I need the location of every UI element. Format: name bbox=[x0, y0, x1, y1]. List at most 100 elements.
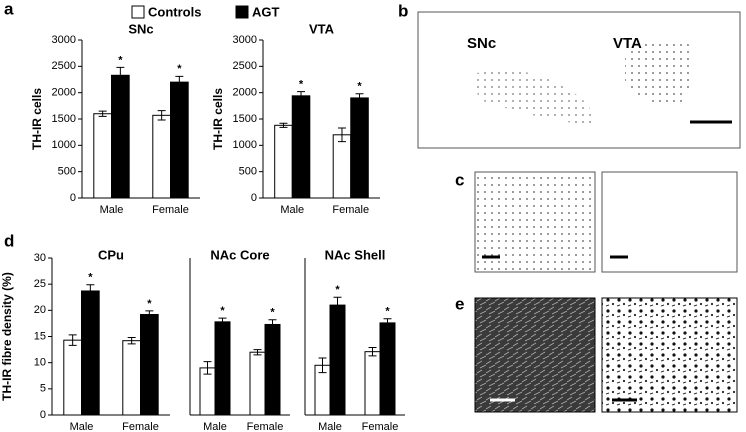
panel-label: a bbox=[4, 0, 14, 18]
significance-marker: * bbox=[270, 307, 275, 319]
legend-label: Controls bbox=[148, 4, 201, 19]
image-frame bbox=[474, 297, 596, 413]
error-bar bbox=[268, 319, 277, 330]
significance-marker: * bbox=[88, 272, 93, 284]
y-tick-label: 5 bbox=[40, 383, 46, 395]
y-tick-label: 30 bbox=[34, 252, 46, 264]
x-tick-label: Female bbox=[122, 421, 159, 432]
y-tick-label: 1500 bbox=[233, 113, 257, 125]
y-axis-label: TH-IR cells bbox=[211, 88, 225, 150]
micrographs-c bbox=[474, 171, 738, 273]
bar bbox=[140, 314, 159, 416]
legend-label: AGT bbox=[252, 4, 280, 19]
bar bbox=[199, 367, 216, 416]
significance-marker: * bbox=[385, 306, 390, 318]
chart-title: CPu bbox=[98, 247, 124, 262]
image-region bbox=[625, 39, 694, 105]
y-tick-label: 20 bbox=[34, 304, 46, 316]
y-tick-label: 25 bbox=[34, 278, 46, 290]
chart-title: NAc Core bbox=[210, 247, 269, 262]
y-tick-label: 2000 bbox=[52, 87, 76, 99]
bar bbox=[364, 351, 381, 416]
y-tick-label: 0 bbox=[70, 192, 76, 204]
image-frame bbox=[474, 171, 596, 273]
x-tick-label: Female bbox=[362, 421, 399, 432]
error-bar bbox=[318, 357, 327, 374]
x-tick-label: Male bbox=[280, 204, 304, 216]
error-bar bbox=[68, 334, 77, 346]
x-tick-label: Male bbox=[318, 421, 342, 432]
bar bbox=[111, 74, 130, 199]
bar bbox=[93, 113, 113, 199]
micrographs-e bbox=[474, 297, 738, 413]
y-tick-label: 2000 bbox=[233, 87, 257, 99]
x-tick-label: Female bbox=[247, 421, 284, 432]
micrograph-b: SNc VTA bbox=[417, 11, 741, 149]
y-tick-label: 15 bbox=[34, 330, 46, 342]
error-bar bbox=[86, 284, 95, 298]
error-bar bbox=[383, 318, 392, 328]
y-axis-label: TH-IR fibre density (%) bbox=[0, 272, 14, 401]
error-bar bbox=[175, 75, 184, 89]
bar bbox=[350, 97, 369, 199]
y-tick-label: 3000 bbox=[233, 34, 257, 46]
bar bbox=[264, 323, 281, 416]
image-label: SNc bbox=[467, 35, 496, 52]
bar bbox=[170, 81, 189, 199]
y-tick-label: 3000 bbox=[52, 34, 76, 46]
error-bar bbox=[333, 296, 342, 314]
significance-marker: * bbox=[299, 79, 304, 91]
bar bbox=[332, 134, 352, 199]
y-tick-label: 1000 bbox=[52, 139, 76, 151]
image-frame bbox=[601, 171, 738, 273]
bar bbox=[81, 290, 100, 416]
x-tick-label: Female bbox=[332, 204, 369, 216]
bar bbox=[122, 340, 142, 416]
error-bar bbox=[127, 337, 136, 345]
x-tick-label: Male bbox=[70, 421, 94, 432]
error-bar bbox=[253, 349, 262, 356]
bar bbox=[291, 95, 311, 199]
image-label: VTA bbox=[613, 35, 642, 52]
significance-marker: * bbox=[220, 305, 225, 317]
bar bbox=[249, 351, 266, 416]
bar bbox=[274, 124, 293, 199]
error-bar bbox=[337, 127, 346, 143]
x-tick-label: Male bbox=[100, 204, 124, 216]
bar bbox=[214, 321, 231, 416]
error-bar bbox=[116, 66, 125, 84]
legend-swatch bbox=[235, 5, 249, 19]
legend: Controls AGT bbox=[131, 4, 280, 19]
chart-title: NAc Shell bbox=[325, 247, 386, 262]
y-axis-label: TH-IR cells bbox=[30, 88, 44, 150]
chart-title: SNc bbox=[128, 21, 153, 36]
bar bbox=[329, 304, 346, 416]
panel-label: b bbox=[398, 1, 408, 20]
chart-title: VTA bbox=[309, 21, 335, 36]
y-tick-label: 1000 bbox=[233, 139, 257, 151]
error-bar bbox=[145, 310, 154, 319]
error-bar bbox=[368, 346, 377, 357]
y-tick-label: 1500 bbox=[52, 113, 76, 125]
panel-label: d bbox=[4, 231, 14, 250]
image-region bbox=[470, 70, 593, 125]
bar bbox=[63, 339, 82, 416]
error-bar bbox=[157, 110, 166, 121]
y-tick-label: 0 bbox=[251, 192, 257, 204]
error-bar bbox=[98, 110, 107, 117]
x-tick-label: Male bbox=[203, 421, 227, 432]
error-bar bbox=[279, 122, 288, 128]
legend-swatch bbox=[131, 5, 145, 19]
y-tick-label: 500 bbox=[58, 166, 76, 178]
significance-marker: * bbox=[177, 63, 182, 75]
y-tick-label: 10 bbox=[34, 357, 46, 369]
error-bar bbox=[218, 317, 227, 327]
bar bbox=[152, 114, 172, 199]
significance-marker: * bbox=[147, 298, 152, 310]
panel-label: c bbox=[455, 170, 464, 189]
y-tick-label: 2500 bbox=[52, 60, 76, 72]
y-tick-label: 2500 bbox=[233, 60, 257, 72]
significance-marker: * bbox=[357, 81, 362, 93]
error-bar bbox=[203, 361, 212, 375]
